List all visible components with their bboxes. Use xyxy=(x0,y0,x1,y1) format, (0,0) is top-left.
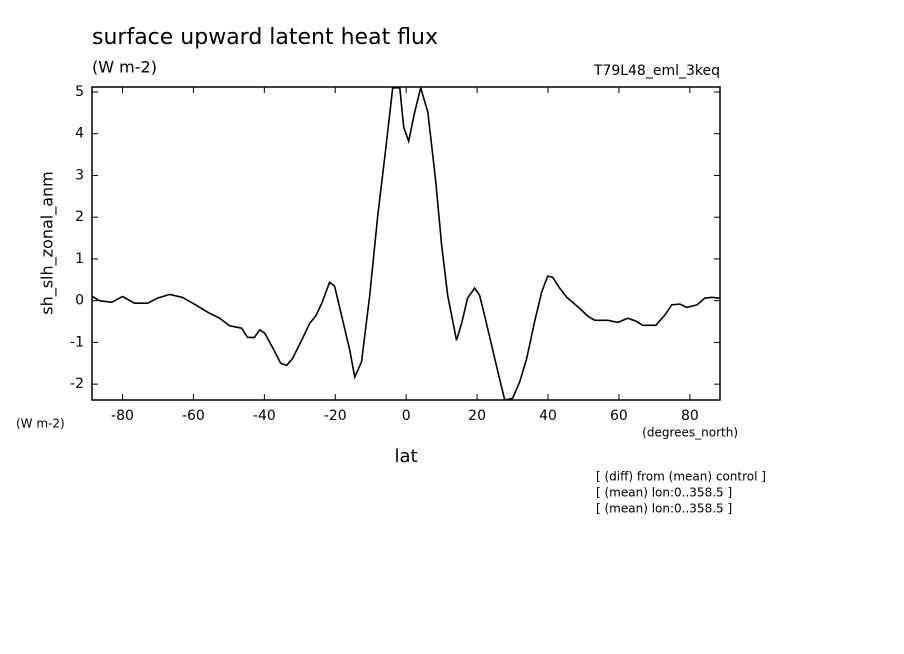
x-units: (degrees_north) xyxy=(642,426,738,440)
data-line xyxy=(92,87,720,400)
note: [ (mean) lon:0..358.5 ] xyxy=(596,502,732,516)
y-axis-label: sh_slh_zonal_anm xyxy=(38,171,58,315)
x-tick-label: -80 xyxy=(111,408,134,424)
y-tick-label: 2 xyxy=(75,209,84,225)
y-tick-label: -2 xyxy=(70,376,84,392)
x-tick-label: -40 xyxy=(253,408,276,424)
x-tick-label: 80 xyxy=(681,408,699,424)
x-tick-label: 20 xyxy=(468,408,486,424)
x-tick-label: -20 xyxy=(324,408,347,424)
y-tick-label: 0 xyxy=(75,293,84,309)
y-tick-label: 1 xyxy=(75,251,84,267)
x-tick-label: 60 xyxy=(610,408,628,424)
y-units: (W m-2) xyxy=(16,417,65,431)
chart-title: surface upward latent heat flux xyxy=(92,25,438,50)
y-tick-label: -1 xyxy=(70,334,84,350)
run-label: T79L48_eml_3keq xyxy=(593,63,720,79)
y-tick-label: 5 xyxy=(75,84,84,100)
x-axis-label: lat xyxy=(394,446,417,467)
y-tick-label: 3 xyxy=(75,167,84,183)
note: [ (diff) from (mean) control ] xyxy=(596,470,766,484)
x-tick-label: 0 xyxy=(402,408,411,424)
x-tick-label: -60 xyxy=(182,408,205,424)
units: (W m-2) xyxy=(92,58,157,77)
y-tick-label: 4 xyxy=(75,126,84,142)
note: [ (mean) lon:0..358.5 ] xyxy=(596,486,732,500)
x-tick-label: 40 xyxy=(539,408,557,424)
